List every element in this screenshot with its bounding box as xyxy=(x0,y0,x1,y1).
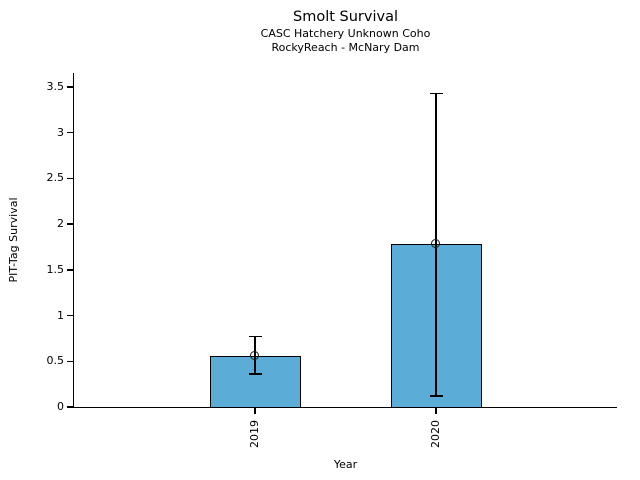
x-axis-line xyxy=(73,406,617,409)
y-tick-mark xyxy=(67,177,74,180)
y-axis-line xyxy=(73,73,75,408)
y-tick-mark xyxy=(67,406,74,408)
y-tick-mark xyxy=(67,132,74,134)
error-bar-cap-top xyxy=(248,335,262,338)
y-tick-label: 3.5 xyxy=(46,80,65,93)
x-tick-mark xyxy=(254,408,256,414)
y-tick-mark xyxy=(67,360,74,362)
x-tick-mark xyxy=(435,408,437,414)
y-tick-mark xyxy=(67,269,74,271)
x-tick-label-2020: 2020 xyxy=(429,420,442,448)
y-tick-label: 3 xyxy=(57,125,64,139)
title-block: Smolt Survival CASC Hatchery Unknown Coh… xyxy=(74,8,617,54)
error-bar-cap-top xyxy=(429,92,443,95)
error-bar-cap-bottom xyxy=(248,373,262,375)
y-tick-mark xyxy=(67,223,74,225)
y-tick-label: 0 xyxy=(57,400,64,413)
chart-subtitle-line1: CASC Hatchery Unknown Coho xyxy=(260,27,431,40)
chart-title: Smolt Survival xyxy=(293,9,398,25)
y-tick-label: 1 xyxy=(57,308,64,322)
x-axis-label: Year xyxy=(333,458,358,471)
point-marker xyxy=(431,239,441,249)
x-tick-label-2019: 2019 xyxy=(248,420,261,448)
y-tick-label: 1.5 xyxy=(46,262,65,276)
y-tick-label: 2.5 xyxy=(46,171,65,185)
y-tick-label: 0.5 xyxy=(46,354,65,368)
y-axis-label: PIT-Tag Survival xyxy=(7,197,20,283)
y-tick-label: 2 xyxy=(57,217,64,231)
y-tick-mark xyxy=(67,314,74,317)
error-bar-cap-bottom xyxy=(429,395,443,397)
y-tick-mark xyxy=(67,86,74,88)
chart-subtitle-line2: RockyReach - McNary Dam xyxy=(271,40,420,54)
point-marker xyxy=(250,350,260,360)
